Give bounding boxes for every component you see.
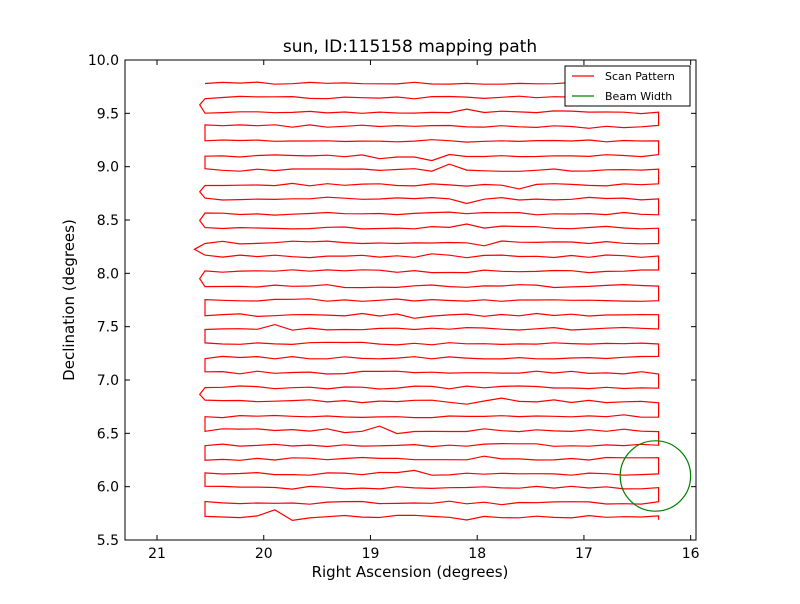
y-tick-label: 9.5	[97, 106, 119, 122]
legend-label-beam-width: Beam Width	[605, 90, 672, 103]
y-tick-label: 6.5	[97, 426, 119, 442]
y-tick-label: 7.0	[97, 373, 119, 389]
y-tick-label: 6.0	[97, 480, 119, 496]
legend: Scan Pattern Beam Width	[564, 65, 691, 107]
scan-pattern-line	[193, 81, 660, 522]
plot-area	[124, 59, 697, 541]
y-axis: 5.5 6.0 6.5 7.0 7.5 8.0 8.5 9.0 9.5 10.0	[88, 53, 696, 549]
plot-frame	[124, 59, 697, 541]
y-tick-label: 8.0	[97, 266, 119, 282]
x-tick-label: 21	[148, 546, 166, 562]
y-tick-label: 8.5	[97, 213, 119, 229]
x-tick-label: 18	[468, 546, 486, 562]
beam-width-circle	[619, 440, 692, 512]
y-tick-label: 10.0	[88, 53, 119, 69]
legend-label-scan-pattern: Scan Pattern	[605, 70, 675, 83]
x-axis-label: Right Ascension (degrees)	[312, 563, 509, 581]
x-tick-label: 20	[255, 546, 273, 562]
y-tick-label: 5.5	[97, 533, 119, 549]
x-tick-label: 19	[362, 546, 380, 562]
chart-title: sun, ID:115158 mapping path	[283, 37, 537, 57]
y-axis-label: Declination (degrees)	[60, 219, 78, 381]
legend-box	[564, 65, 691, 107]
y-tick-label: 9.0	[97, 160, 119, 176]
x-tick-label: 17	[575, 546, 593, 562]
x-tick-label: 16	[682, 546, 700, 562]
x-axis: 21 20 19 18 17 16	[148, 60, 700, 562]
y-tick-label: 7.5	[97, 320, 119, 336]
